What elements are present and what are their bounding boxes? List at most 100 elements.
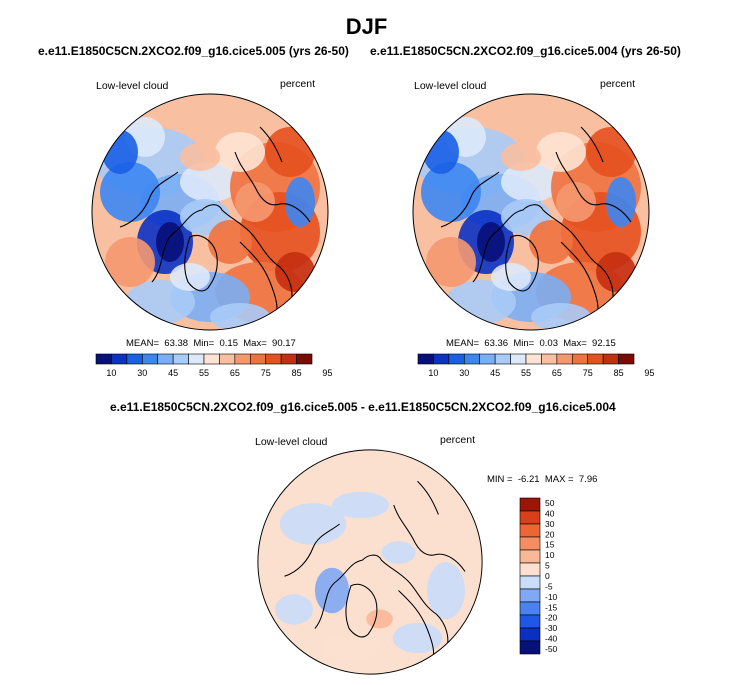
diff-min-label: MIN =	[487, 474, 513, 485]
diff-colorbar-tick-label: 40	[545, 508, 555, 518]
panel-2-colorbar-bin-2	[448, 353, 465, 365]
cloud-contour	[529, 220, 573, 264]
cloud-contour	[556, 182, 596, 222]
panel-2-colorbar-tick-label: 30	[459, 368, 469, 378]
cloud-contour	[421, 162, 481, 222]
panel-1-units-label: percent	[280, 78, 316, 90]
cloud-contour	[208, 220, 252, 264]
coastline	[234, 151, 311, 223]
panel-1-colorbar-tick-label: 30	[137, 368, 147, 378]
cloud-contour	[381, 541, 416, 564]
diff-min-value: -6.21	[517, 474, 540, 485]
cloud-contour	[491, 263, 531, 291]
panel-1-colorbar-bin-7	[203, 353, 220, 365]
diff-colorbar-tick-label: 50	[545, 498, 555, 508]
panel-1-polar-map	[91, 93, 329, 331]
map1-field	[92, 94, 328, 330]
coastline	[417, 480, 439, 515]
coastline	[151, 204, 293, 308]
panel-2-colorbar-tick-label: 95	[644, 368, 654, 378]
panel-1-colorbar: 10 30 45 55 65 75 85 95	[95, 353, 332, 378]
panel-2-variable-label: Low-level cloud	[414, 80, 487, 92]
diff-colorbar-tick-label: 5	[545, 561, 550, 571]
diff-max-label: MAX =	[544, 474, 574, 485]
map3-field	[257, 449, 483, 675]
panel-2-mean-value: 63.36	[484, 338, 509, 349]
diff-colorbar-tick-label: -40	[545, 634, 558, 644]
cloud-contour	[265, 127, 315, 177]
panel-2-stats: MEAN= 63.36 Min= 0.03 Max= 92.15	[446, 338, 616, 349]
cloud-contour	[531, 303, 591, 330]
panel-2-max-value: 92.15	[592, 338, 616, 349]
panel-2-colorbar-tick-label: 85	[614, 368, 624, 378]
panel-2-colorbar-bin-3	[463, 353, 481, 365]
cloud-contour	[606, 177, 636, 227]
cloud-contour	[501, 143, 541, 171]
cloud-contour	[170, 263, 210, 291]
panel-1-colorbar-tick-label: 95	[322, 368, 332, 378]
diff-colorbar-bin-4	[519, 549, 541, 564]
cloud-contour	[105, 237, 155, 287]
panel-2-case-title: e.e11.E1850C5CN.2XCO2.f09_g16.cice5.004 …	[370, 44, 681, 58]
panel-1-colorbar-bin-12	[280, 353, 297, 365]
panel-2-max-label: Max=	[563, 338, 587, 349]
cloud-contour	[100, 162, 160, 222]
cloud-contour	[235, 182, 275, 222]
diff-colorbar-bin-10	[519, 627, 541, 642]
cloud-contour	[536, 132, 586, 172]
coastline	[284, 523, 340, 577]
cloud-contour	[102, 130, 138, 174]
panel-2-min-value: 0.03	[539, 338, 558, 349]
diff-colorbar-tick-label: -5	[545, 581, 553, 591]
cloud-contour	[180, 162, 240, 202]
cloud-contour	[314, 567, 350, 614]
panel-2-colorbar-bin-6	[510, 353, 527, 365]
diff-variable-label: Low-level cloud	[255, 436, 328, 448]
diff-colorbar-bin-2	[519, 523, 541, 538]
cloud-contour	[285, 177, 315, 227]
diff-colorbar-bin-7	[519, 588, 541, 603]
diff-colorbar-tick-label: -10	[545, 592, 558, 602]
panel-2-colorbar-tick-label: 65	[552, 368, 562, 378]
panel-1-min-label: Min=	[193, 338, 215, 349]
coastline	[184, 234, 218, 292]
panel-1-colorbar-bin-9	[234, 353, 251, 365]
map1-border	[91, 93, 329, 331]
cloud-contour	[275, 594, 313, 625]
panel-1-colorbar-tick-label: 45	[168, 368, 178, 378]
panel-2-colorbar-bin-8	[541, 353, 558, 365]
coastline	[393, 504, 466, 572]
coastline	[472, 204, 614, 308]
diff-colorbar-tick-label: 0	[545, 571, 550, 581]
panel-2-colorbar-tick-label: 75	[583, 368, 593, 378]
map2-field	[413, 94, 649, 330]
panel-2-colorbar-bin-13	[618, 353, 635, 365]
panel-2-colorbar-bin-4	[479, 353, 496, 365]
cloud-contour	[275, 252, 315, 292]
panel-2-colorbar-bin-12	[602, 353, 619, 365]
coastline	[259, 126, 283, 163]
panel-1-colorbar-bin-6	[188, 353, 205, 365]
cloud-contour	[501, 162, 561, 202]
panel-1-mean-label: MEAN=	[126, 338, 159, 349]
cloud-contour	[423, 130, 459, 174]
panel-2-colorbar-bin-0	[417, 353, 434, 365]
panel-1-colorbar-tick-label: 75	[261, 368, 271, 378]
cloud-contour	[215, 132, 265, 172]
diff-colorbar-bin-1	[519, 510, 541, 525]
diff-colorbar-tick-label: 20	[545, 529, 555, 539]
map3-border	[257, 449, 483, 675]
diff-colorbar-tick-label: 30	[545, 519, 555, 529]
coastline	[314, 554, 449, 653]
diff-polar-map	[257, 449, 483, 675]
panel-2-colorbar-tick-label: 10	[428, 368, 438, 378]
panel-1-colorbar-bin-3	[141, 353, 159, 365]
panel-2-mean-label: MEAN=	[446, 338, 479, 349]
cloud-contour	[210, 303, 270, 330]
cloud-contour	[392, 622, 443, 654]
panel-1-mean-value: 63.38	[164, 338, 189, 349]
cloud-contour	[366, 609, 393, 629]
panel-1-colorbar-tick-label: 85	[292, 368, 302, 378]
cloud-contour	[279, 503, 347, 545]
